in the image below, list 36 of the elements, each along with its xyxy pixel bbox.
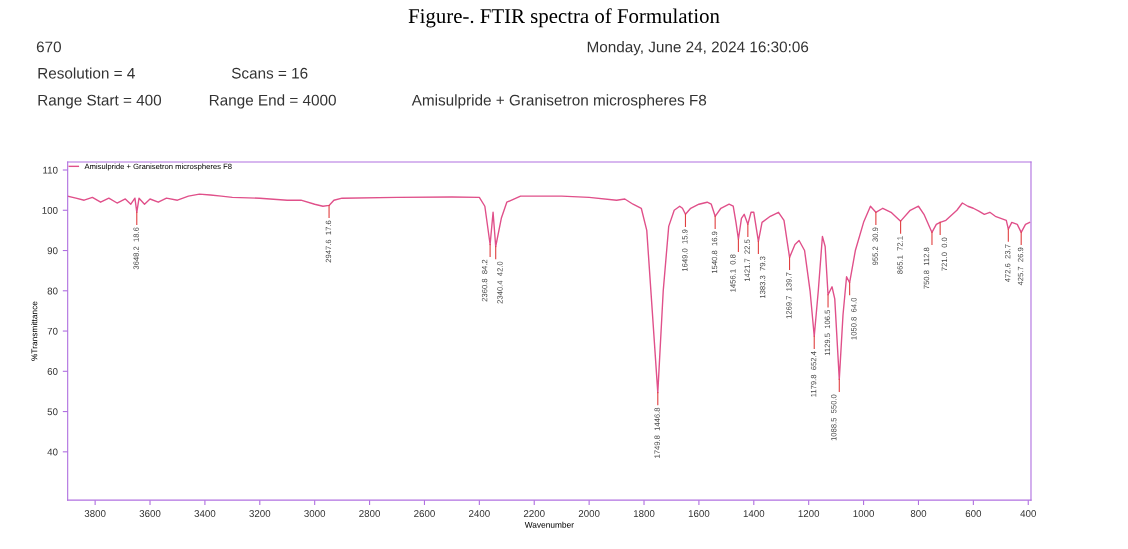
y-tick-label: 60	[47, 368, 58, 375]
x-tick-label: 3400	[194, 510, 216, 517]
x-tick-label: 1600	[688, 510, 710, 517]
x-tick-label: 3800	[84, 510, 106, 517]
x-tick-label: 800	[910, 510, 927, 517]
x-tick-label: 2600	[414, 510, 435, 517]
x-tick-label: 1400	[743, 510, 765, 517]
x-tick-label: 2800	[359, 510, 381, 517]
x-tick-label: 400	[1020, 510, 1036, 517]
x-tick-label: 600	[965, 510, 982, 517]
y-axis-title: %Transmittance	[31, 301, 38, 361]
x-tick-label: 3600	[139, 510, 161, 517]
y-tick-label: 100	[42, 207, 58, 214]
text: 670	[36, 41, 61, 53]
y-tick-label: 90	[47, 247, 58, 255]
text: Range Start = 400	[38, 94, 162, 109]
y-tick-label: 70	[47, 327, 58, 335]
text: Amisulpride + Granisetron microspheres F8	[411, 94, 707, 109]
x-tick-label: 3200	[249, 510, 271, 517]
text: Range End = 4000	[209, 94, 336, 109]
x-tick-label: 1200	[798, 510, 820, 517]
x-tick-label: 3000	[304, 510, 326, 517]
text: Monday, June 24, 2024 16:30:06	[587, 41, 809, 56]
y-tick-label: 110	[43, 166, 58, 174]
x-tick-label: 2400	[469, 510, 490, 517]
x-tick-label: 2200	[523, 510, 545, 517]
text: Resolution = 4	[38, 67, 135, 79]
text: Scans = 16	[231, 67, 308, 79]
chart-title: Figure-. FTIR spectra of Formulation	[408, 8, 720, 28]
x-tick-label: 1800	[633, 510, 655, 517]
x-tick-label: 1000	[853, 510, 875, 517]
y-tick-label: 40	[47, 448, 58, 456]
y-tick-label: 80	[47, 287, 58, 295]
x-axis-title: Wavenumber	[524, 521, 574, 528]
x-tick-label: 2000	[578, 510, 600, 517]
y-tick-label: 50	[47, 408, 58, 416]
